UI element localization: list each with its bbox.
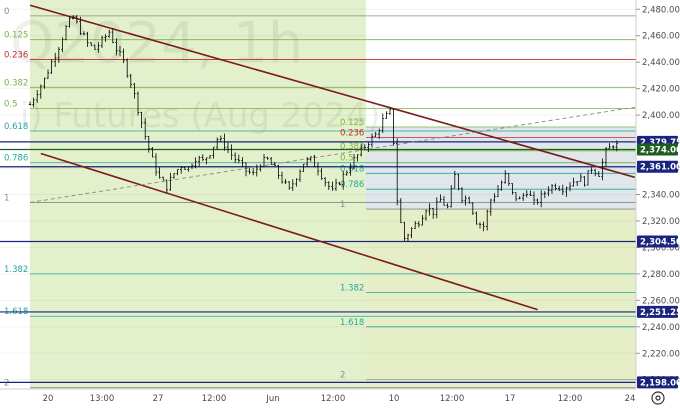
y-tick-label: 2,300.00: [642, 243, 680, 253]
y-tick-label: 2,220.00: [642, 349, 680, 359]
y-tick-label: 2,340.00: [642, 191, 680, 201]
x-tick-label: Jun: [265, 394, 279, 404]
watermark-line1: Q2024, 1h: [10, 11, 303, 76]
x-tick-label: 12:00: [321, 394, 346, 404]
fib-zone-left: [30, 0, 366, 389]
price-badge-label: 2,304.50: [640, 237, 680, 247]
fib-label: 1.382: [340, 283, 364, 293]
fib-label: 0.618: [4, 122, 28, 132]
x-tick-label: 12:00: [202, 394, 227, 404]
fib-label: 0.236: [4, 51, 28, 61]
y-tick-label: 2,280.00: [642, 270, 680, 280]
fib-label: 0.618: [340, 164, 364, 174]
price-badge-label: 2,198.00: [640, 378, 680, 388]
x-tick-label: 20: [43, 394, 54, 404]
time-axis[interactable]: [0, 389, 680, 409]
x-tick-label: 10: [389, 394, 400, 404]
fib-zone-right-upper: [366, 127, 636, 210]
gear-icon[interactable]: [651, 391, 665, 405]
fib-label: 2: [4, 379, 9, 389]
fib-label: 0.125: [4, 31, 28, 41]
y-tick-label: 2,460.00: [642, 32, 680, 42]
fib-label: 0: [4, 7, 9, 17]
x-tick-label: 13:00: [90, 394, 115, 404]
price-badge-label: 2,374.00: [640, 146, 680, 156]
x-tick-label: 12:00: [558, 394, 583, 404]
y-tick-label: 2,440.00: [642, 58, 680, 68]
watermark-line2: i) Futures (Aug 2024): [20, 96, 381, 136]
fib-label: 2: [340, 371, 345, 381]
trend-line-lower-channel[interactable]: [40, 152, 538, 311]
fib-label: 1: [4, 193, 9, 203]
fib-zone-right-lower: [366, 209, 636, 389]
fib-label: 0.786: [4, 154, 28, 164]
x-tick-label: 24: [625, 394, 636, 404]
price-badge[interactable]: [637, 376, 678, 389]
fib-label: 0.5: [4, 99, 18, 109]
price-badge-label: 2,251.25: [640, 308, 680, 318]
fib-label: 0.5: [340, 154, 354, 164]
fib-label: 1.382: [4, 265, 28, 275]
price-badge[interactable]: [637, 160, 678, 173]
price-badge-label: 2,361.00: [640, 163, 680, 173]
y-tick-label: 2,420.00: [642, 85, 680, 95]
fib-label: 0.382: [340, 142, 364, 152]
y-tick-label: 2,480.00: [642, 5, 680, 15]
x-tick-label: 17: [505, 394, 516, 404]
x-tick-label: 12:00: [440, 394, 465, 404]
fib-label: 1: [340, 200, 345, 210]
y-tick-label: 2,260.00: [642, 296, 680, 306]
fib-label: 1.618: [340, 318, 364, 328]
price-axis[interactable]: [636, 0, 680, 389]
fib-label: 0.382: [4, 78, 28, 88]
price-badge[interactable]: [637, 235, 678, 248]
y-tick-label: 2,240.00: [642, 323, 680, 333]
fib-label: 0.786: [340, 180, 364, 190]
y-tick-label: 2,320.00: [642, 217, 680, 227]
y-tick-label: 2,400.00: [642, 111, 680, 121]
price-badge[interactable]: [637, 305, 678, 318]
fib-label: 0.125: [340, 118, 364, 128]
price-badge[interactable]: [637, 143, 678, 156]
x-tick-label: 27: [153, 394, 164, 404]
fib-label: 0.236: [340, 129, 364, 139]
trend-line-upper-channel[interactable]: [29, 4, 636, 179]
price-badge-label: 2,379.75: [640, 138, 680, 148]
